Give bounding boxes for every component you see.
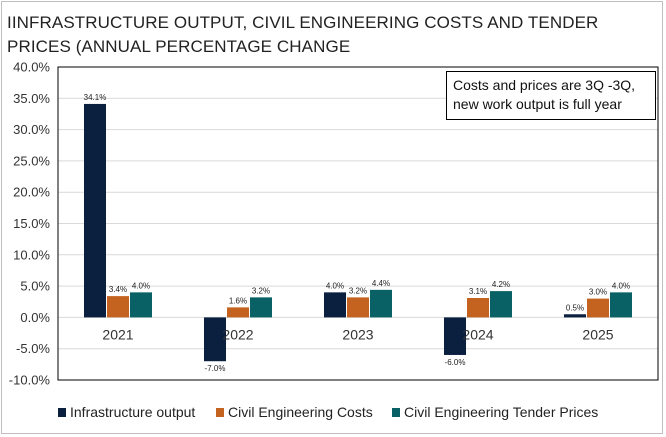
- bar: [130, 292, 152, 318]
- bar: [467, 297, 489, 318]
- legend-swatch: [216, 407, 224, 417]
- data-label: 3.2%: [252, 286, 270, 295]
- y-tick-label: -10.0%: [9, 373, 51, 388]
- data-label: 4.0%: [132, 281, 150, 290]
- x-tick-label: 2021: [102, 326, 133, 342]
- data-label: 0.5%: [566, 303, 584, 312]
- data-label: 1.6%: [229, 296, 247, 305]
- bar: [324, 292, 346, 318]
- bar: [610, 292, 632, 318]
- legend-label: Civil Engineering Tender Prices: [404, 404, 599, 420]
- data-label: 4.4%: [372, 279, 390, 288]
- data-label: 4.0%: [612, 281, 630, 290]
- bar: [444, 317, 466, 355]
- y-tick-label: 30.0%: [13, 122, 50, 137]
- x-tick-label: 2025: [582, 326, 613, 342]
- y-tick-label: 35.0%: [13, 91, 50, 106]
- x-tick-label: 2024: [462, 326, 493, 342]
- data-label: 34.1%: [84, 93, 107, 102]
- y-tick-label: 15.0%: [13, 216, 50, 231]
- data-label: 3.0%: [589, 288, 607, 297]
- y-tick-label: -5.0%: [16, 341, 50, 356]
- bar: [587, 298, 609, 318]
- bar: [250, 297, 272, 318]
- chart-title: IINFRASTRUCTURE OUTPUT, CIVIL ENGINEERIN…: [7, 13, 599, 56]
- legend-label: Infrastructure output: [70, 404, 196, 420]
- legend-item-civil-engineering-costs: Civil Engineering Costs: [216, 404, 373, 420]
- y-tick-label: 5.0%: [20, 279, 50, 294]
- bar: [564, 314, 586, 318]
- bar: [490, 291, 512, 318]
- legend-swatch: [392, 407, 400, 417]
- y-tick-label: 40.0%: [13, 60, 50, 75]
- bar: [227, 307, 249, 318]
- bar: [84, 103, 106, 318]
- chart-legend: Infrastructure output Civil Engineering …: [58, 404, 658, 426]
- data-label: 3.1%: [469, 287, 487, 296]
- legend-swatch: [58, 407, 66, 417]
- data-label: 3.2%: [349, 286, 367, 295]
- legend-item-infrastructure-output: Infrastructure output: [58, 404, 195, 420]
- data-label: 4.2%: [492, 280, 510, 289]
- bar: [107, 296, 129, 318]
- data-label: 3.4%: [109, 285, 127, 294]
- data-label: -7.0%: [205, 364, 226, 373]
- y-tick-label: 10.0%: [13, 247, 50, 262]
- x-tick-label: 2023: [342, 326, 373, 342]
- y-tick-label: 0.0%: [20, 310, 50, 325]
- data-label: -6.0%: [445, 358, 466, 367]
- legend-item-civil-engineering-tender-prices: Civil Engineering Tender Prices: [392, 404, 598, 420]
- legend-label: Civil Engineering Costs: [228, 404, 373, 420]
- y-tick-label: 20.0%: [13, 185, 50, 200]
- bar: [347, 297, 369, 318]
- chart-note: Costs and prices are 3Q -3Q, new work ou…: [446, 71, 656, 120]
- bar: [370, 289, 392, 318]
- data-label: 4.0%: [326, 281, 344, 290]
- plot-area-border: [57, 66, 659, 381]
- bar: [204, 317, 226, 362]
- y-tick-label: 25.0%: [13, 153, 50, 168]
- x-tick-label: 2022: [222, 326, 253, 342]
